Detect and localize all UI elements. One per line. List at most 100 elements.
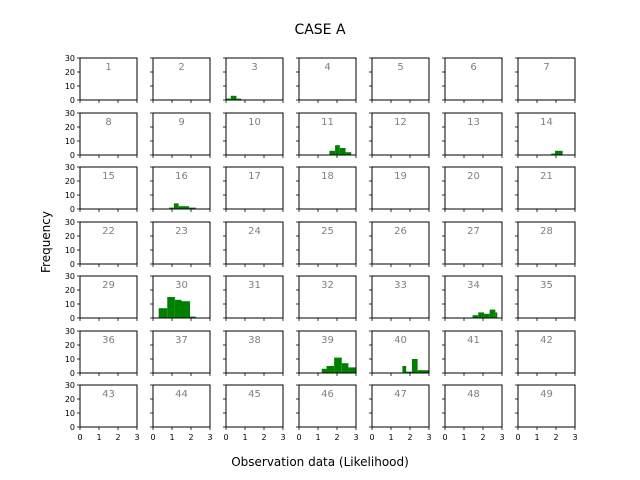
- y-tick-label: 0: [70, 260, 75, 269]
- panel-frame: [152, 330, 211, 374]
- panel-8: 8 0 10 20 30: [65, 109, 138, 160]
- panel-19: 19: [369, 166, 430, 212]
- x-tick-label: 3: [499, 433, 504, 442]
- x-tick-label: 0: [150, 433, 155, 442]
- panel-number: 49: [540, 389, 553, 400]
- panel-number: 4: [324, 62, 330, 73]
- panel-number: 46: [321, 389, 334, 400]
- panel-number: 28: [540, 226, 553, 237]
- x-tick-label: 0: [442, 433, 447, 442]
- panel-13: 13: [442, 112, 503, 158]
- panel-40: 40: [369, 330, 430, 376]
- panel-6: 6: [442, 57, 503, 103]
- panel-frame: [298, 330, 357, 374]
- panel-43: 43 0 10 20 30 0 1 2 3: [65, 381, 140, 442]
- y-tick-label: 30: [65, 218, 75, 227]
- panel-frame: [444, 330, 503, 374]
- panel-frame: [517, 57, 576, 101]
- panel-number: 9: [178, 117, 184, 128]
- panel-5: 5: [369, 57, 430, 103]
- panel-11: 11: [296, 112, 357, 158]
- x-axis-title: Observation data (Likelihood): [231, 455, 409, 469]
- y-tick-label: 0: [70, 151, 75, 160]
- x-tick-label: 1: [96, 433, 101, 442]
- y-tick-label: 30: [65, 327, 75, 336]
- histogram-bar: [326, 366, 335, 373]
- histogram-bar: [551, 153, 556, 155]
- chart-title: CASE A: [294, 22, 346, 38]
- panel-2: 2: [150, 57, 211, 103]
- y-tick-label: 10: [65, 300, 75, 309]
- y-tick-label: 0: [70, 205, 75, 214]
- panel-frame: [371, 275, 430, 319]
- panel-number: 42: [540, 335, 553, 346]
- panel-32: 32: [296, 275, 357, 321]
- x-tick-label: 1: [534, 433, 539, 442]
- y-tick-label: 10: [65, 246, 75, 255]
- x-tick-label: 2: [115, 433, 120, 442]
- histogram-bar: [402, 366, 407, 373]
- panel-33: 33: [369, 275, 430, 321]
- panel-number: 41: [467, 335, 480, 346]
- y-tick-label: 30: [65, 163, 75, 172]
- panel-18: 18: [296, 166, 357, 212]
- panel-frame: [517, 221, 576, 265]
- panel-number: 27: [467, 226, 480, 237]
- panel-frame: [444, 112, 503, 156]
- panel-41: 41: [442, 330, 503, 376]
- panel-9: 9: [150, 112, 211, 158]
- panel-frame: [444, 275, 503, 319]
- y-tick-label: 10: [65, 82, 75, 91]
- x-tick-label: 0: [296, 433, 301, 442]
- panel-number: 2: [178, 62, 184, 73]
- panel-number: 38: [248, 335, 261, 346]
- histogram-bar: [167, 297, 175, 318]
- panel-number: 25: [321, 226, 334, 237]
- panel-frame: [371, 221, 430, 265]
- x-tick-label: 1: [315, 433, 320, 442]
- x-tick-label: 3: [280, 433, 285, 442]
- panel-29: 29 0 10 20 30: [65, 272, 138, 323]
- histogram-bar: [226, 98, 231, 100]
- panel-number: 32: [321, 280, 334, 291]
- panel-45: 45 0 1 2 3: [223, 384, 286, 442]
- histogram-bar: [321, 368, 327, 373]
- panel-number: 10: [248, 117, 261, 128]
- panel-frame: [517, 166, 576, 210]
- x-tick-label: 3: [572, 433, 577, 442]
- panel-number: 29: [102, 280, 115, 291]
- panel-number: 14: [540, 117, 553, 128]
- x-tick-label: 3: [353, 433, 358, 442]
- histogram-bar: [339, 148, 346, 155]
- panel-4: 4: [296, 57, 357, 103]
- y-tick-label: 20: [65, 68, 75, 77]
- panel-frame: [298, 221, 357, 265]
- histogram-bar: [173, 203, 179, 209]
- panel-number: 12: [394, 117, 407, 128]
- panel-number: 35: [540, 280, 553, 291]
- y-tick-label: 0: [70, 423, 75, 432]
- panel-frame: [444, 166, 503, 210]
- panel-frame: [298, 384, 357, 428]
- panel-number: 30: [175, 280, 188, 291]
- panel-7: 7: [515, 57, 576, 103]
- panel-10: 10: [223, 112, 284, 158]
- panel-number: 17: [248, 171, 261, 182]
- panel-28: 28: [515, 221, 576, 267]
- panel-frame: [517, 330, 576, 374]
- y-tick-label: 30: [65, 381, 75, 390]
- y-tick-label: 20: [65, 177, 75, 186]
- histogram-bar: [472, 315, 479, 318]
- histogram-bar: [190, 316, 196, 318]
- histogram-bar: [555, 150, 563, 155]
- panel-38: 38: [223, 330, 284, 376]
- y-axis-title: Frequency: [39, 211, 53, 273]
- panel-frame: [444, 384, 503, 428]
- y-tick-label: 20: [65, 232, 75, 241]
- panel-frame: [152, 221, 211, 265]
- panel-frame: [152, 112, 211, 156]
- panel-frame: [79, 275, 138, 319]
- panel-frame: [371, 166, 430, 210]
- panel-30: 30: [150, 275, 211, 321]
- histogram-bar: [411, 359, 418, 373]
